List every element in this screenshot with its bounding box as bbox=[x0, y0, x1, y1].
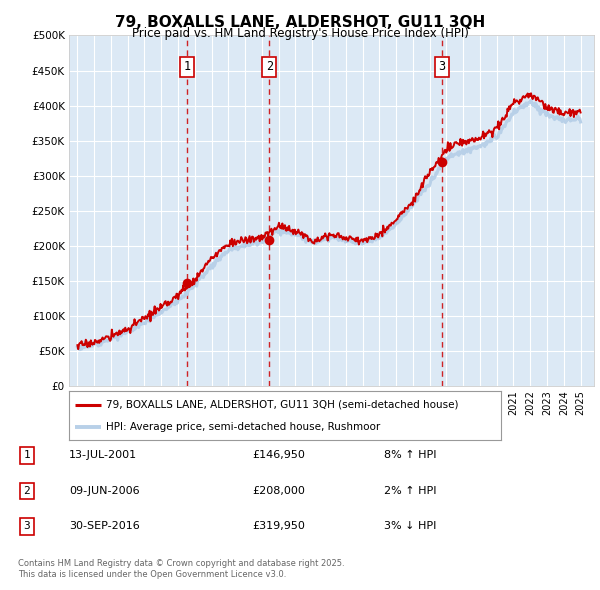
Text: 13-JUL-2001: 13-JUL-2001 bbox=[69, 451, 137, 460]
Text: This data is licensed under the Open Government Licence v3.0.: This data is licensed under the Open Gov… bbox=[18, 571, 286, 579]
Text: £319,950: £319,950 bbox=[252, 522, 305, 531]
Text: £146,950: £146,950 bbox=[252, 451, 305, 460]
Text: 3% ↓ HPI: 3% ↓ HPI bbox=[384, 522, 436, 531]
Text: HPI: Average price, semi-detached house, Rushmoor: HPI: Average price, semi-detached house,… bbox=[106, 422, 380, 432]
Text: 79, BOXALLS LANE, ALDERSHOT, GU11 3QH (semi-detached house): 79, BOXALLS LANE, ALDERSHOT, GU11 3QH (s… bbox=[106, 399, 458, 409]
Text: Price paid vs. HM Land Registry's House Price Index (HPI): Price paid vs. HM Land Registry's House … bbox=[131, 27, 469, 40]
Text: 1: 1 bbox=[23, 451, 31, 460]
Text: 1: 1 bbox=[184, 61, 191, 74]
Text: 2% ↑ HPI: 2% ↑ HPI bbox=[384, 486, 437, 496]
Text: 3: 3 bbox=[23, 522, 31, 531]
Text: 2: 2 bbox=[23, 486, 31, 496]
Text: 79, BOXALLS LANE, ALDERSHOT, GU11 3QH: 79, BOXALLS LANE, ALDERSHOT, GU11 3QH bbox=[115, 15, 485, 30]
Text: 30-SEP-2016: 30-SEP-2016 bbox=[69, 522, 140, 531]
Text: 09-JUN-2006: 09-JUN-2006 bbox=[69, 486, 140, 496]
Text: 3: 3 bbox=[439, 61, 446, 74]
Text: 8% ↑ HPI: 8% ↑ HPI bbox=[384, 451, 437, 460]
Text: 2: 2 bbox=[266, 61, 273, 74]
Text: £208,000: £208,000 bbox=[252, 486, 305, 496]
Text: Contains HM Land Registry data © Crown copyright and database right 2025.: Contains HM Land Registry data © Crown c… bbox=[18, 559, 344, 568]
